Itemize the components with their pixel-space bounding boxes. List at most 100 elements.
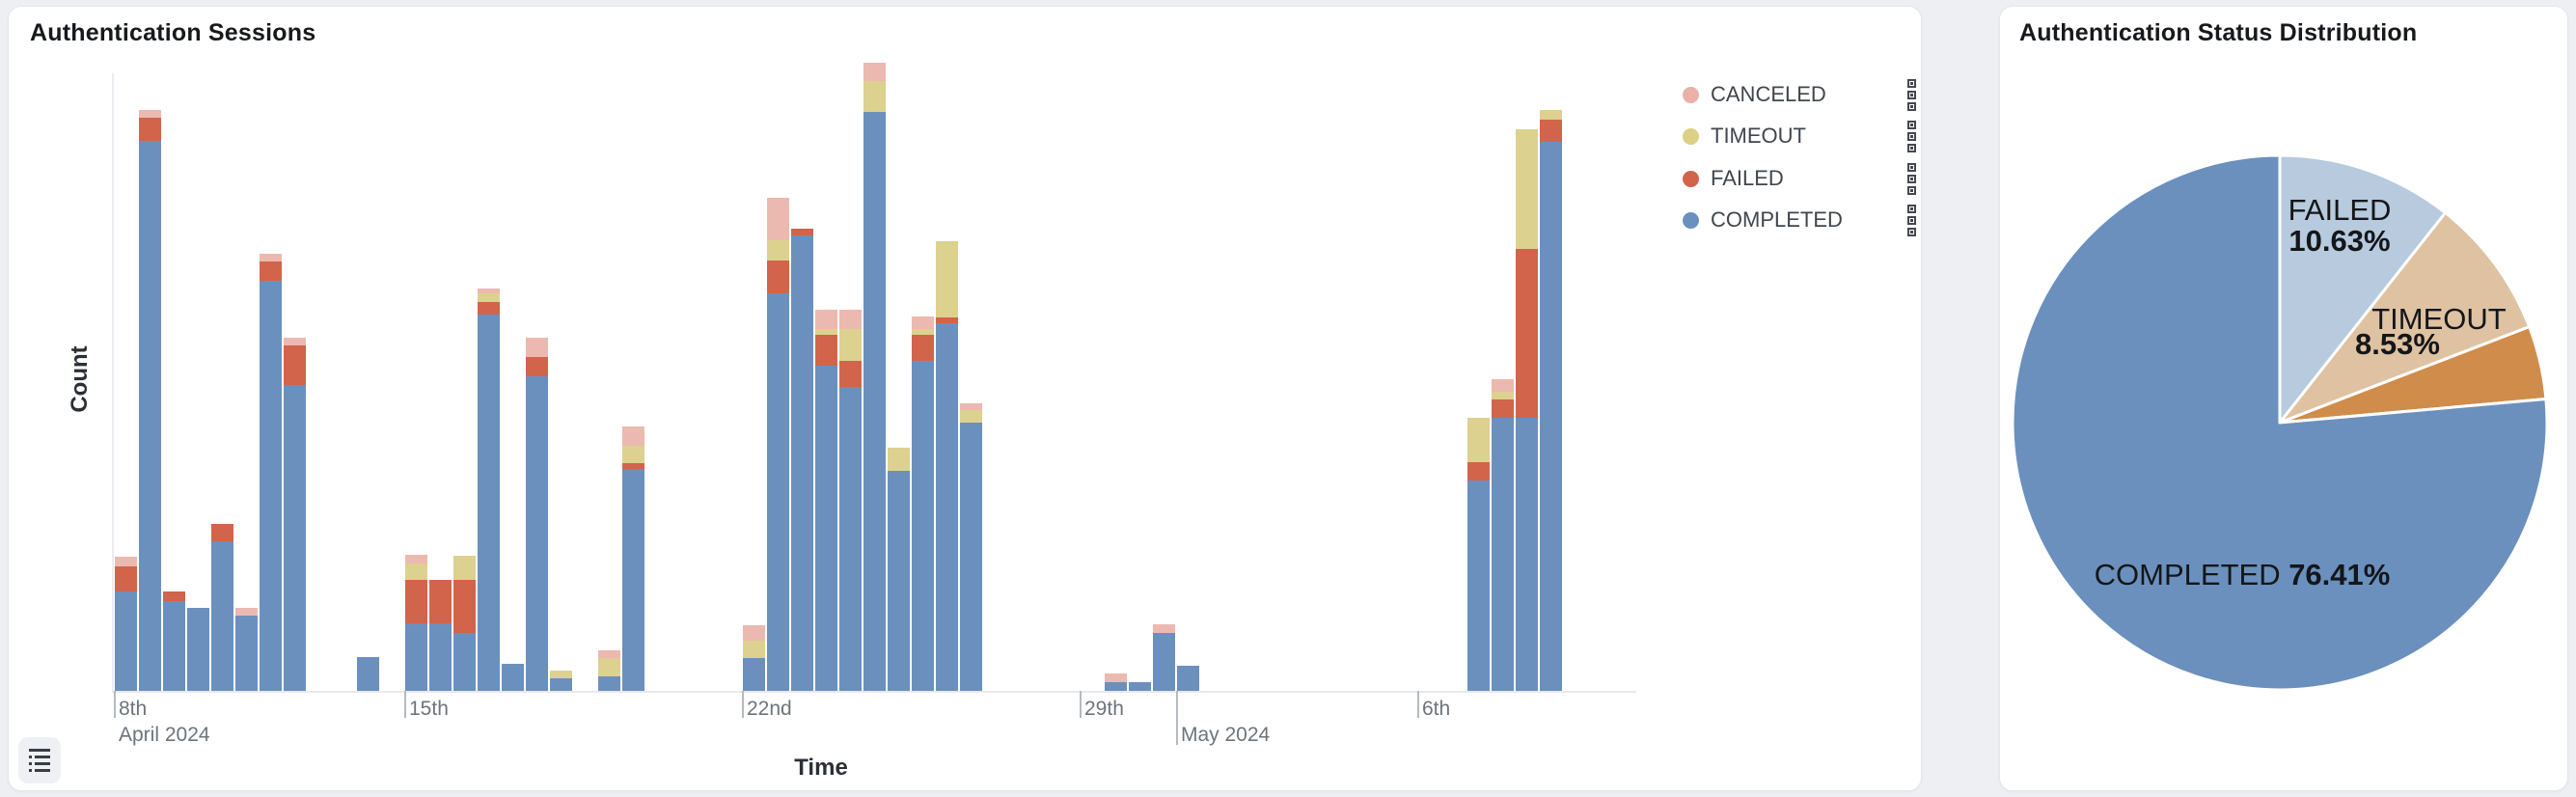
segment-completed — [1540, 142, 1562, 691]
segment-completed — [211, 541, 233, 691]
segment-completed — [863, 112, 886, 691]
segment-completed — [502, 664, 524, 691]
bar-apr-19-am[interactable] — [598, 650, 620, 691]
tick-mark — [1080, 691, 1082, 718]
bar-apr-29-pm[interactable] — [1105, 673, 1127, 691]
legend-item-canceled[interactable]: CANCELED — [1683, 78, 1916, 111]
pie-slice-completed[interactable] — [2011, 153, 2549, 692]
segment-completed — [139, 141, 161, 691]
tick-month-label: April 2024 — [119, 724, 210, 746]
segment-timeout — [912, 329, 934, 335]
segment-completed — [743, 658, 765, 691]
bar-apr-17-am[interactable] — [502, 664, 524, 691]
segment-failed — [478, 302, 500, 315]
segment-completed — [839, 387, 862, 691]
bar-may-8-am[interactable] — [1516, 129, 1538, 691]
bar-apr-24-am[interactable] — [839, 310, 862, 691]
bar-apr-26-am[interactable] — [936, 241, 958, 691]
bar-apr-17-pm[interactable] — [526, 338, 548, 691]
bar-apr-14-am[interactable] — [357, 657, 379, 691]
bar-may-7-am[interactable] — [1467, 418, 1490, 691]
bar-apr-22-pm[interactable] — [767, 198, 789, 691]
legend-label: COMPLETED — [1711, 207, 1843, 232]
bar-apr-18-am[interactable] — [550, 671, 572, 691]
tick-label: 15th — [409, 698, 449, 720]
segment-failed — [1540, 120, 1562, 142]
segment-completed — [767, 293, 789, 691]
bar-apr-22-am[interactable] — [743, 625, 765, 691]
bar-apr-10-am[interactable] — [163, 591, 185, 691]
legend-drag-handle-icon[interactable] — [1907, 162, 1916, 195]
bar-may-7-pm[interactable] — [1492, 379, 1514, 691]
sessions-chart-card: Authentication Sessions 8th April 2024 15t… — [8, 6, 1922, 791]
bar-apr-11-pm[interactable] — [235, 608, 258, 691]
bar-apr-19-pm[interactable] — [622, 426, 644, 691]
legend-item-completed[interactable]: COMPLETED — [1683, 204, 1916, 236]
bar-apr-9-pm[interactable] — [139, 110, 161, 691]
segment-failed — [815, 335, 837, 366]
legend-drag-handle-icon[interactable] — [1907, 204, 1916, 236]
pie-slice-failed[interactable] — [2278, 153, 2448, 425]
segment-timeout — [1492, 392, 1514, 399]
bar-apr-16-am[interactable] — [453, 556, 476, 691]
segment-failed — [429, 580, 452, 623]
bar-apr-30-pm[interactable] — [1153, 624, 1175, 691]
bar-apr-30-am[interactable] — [1129, 682, 1151, 691]
segment-failed — [1516, 249, 1538, 418]
segment-canceled — [115, 557, 137, 566]
legend-drag-handle-icon[interactable] — [1907, 120, 1916, 152]
bar-may-1-am[interactable] — [1177, 666, 1199, 691]
bar-apr-15-pm[interactable] — [429, 580, 452, 691]
pie-label-failed: FAILED — [2288, 193, 2392, 227]
segment-completed — [1129, 682, 1151, 691]
bar-apr-9-am[interactable] — [115, 557, 137, 691]
segment-completed — [1516, 418, 1538, 691]
segment-canceled — [839, 310, 862, 329]
segment-completed — [598, 676, 620, 691]
segment-completed — [405, 623, 427, 691]
legend-item-timeout[interactable]: TIMEOUT — [1683, 120, 1916, 152]
pie-slice-timeout[interactable] — [2278, 211, 2532, 425]
segment-canceled — [405, 555, 427, 563]
segment-failed — [1467, 462, 1490, 481]
segment-canceled — [863, 63, 886, 81]
segment-failed — [839, 361, 862, 387]
bar-apr-24-pm[interactable] — [863, 63, 886, 691]
legend-drag-handle-icon[interactable] — [1907, 78, 1916, 111]
segment-timeout — [550, 671, 572, 678]
list-icon — [29, 749, 50, 772]
bar-apr-15-am[interactable] — [405, 555, 427, 691]
segment-canceled — [1492, 379, 1514, 392]
tick-mark — [114, 691, 116, 718]
segment-completed — [1105, 682, 1127, 691]
bar-apr-12-pm[interactable] — [284, 338, 306, 691]
segment-failed — [139, 118, 161, 141]
toolbox-data-view-button[interactable] — [18, 737, 61, 783]
segment-failed — [767, 261, 789, 293]
bar-apr-12-am[interactable] — [260, 254, 282, 691]
pie-label-timeout: TIMEOUT — [2371, 302, 2507, 336]
segment-canceled — [139, 110, 161, 118]
bar-apr-11-am[interactable] — [211, 524, 233, 691]
tick-mark — [404, 691, 406, 718]
bar-apr-10-pm[interactable] — [187, 608, 209, 691]
segment-completed — [235, 616, 258, 691]
status-distribution-card: Authentication Status Distribution FAILE… — [1999, 6, 2568, 791]
segment-completed — [960, 423, 982, 691]
segment-failed — [405, 580, 427, 623]
legend-item-failed[interactable]: FAILED — [1683, 162, 1916, 195]
bar-apr-23-am[interactable] — [791, 229, 813, 691]
segment-failed — [211, 524, 233, 541]
bar-apr-25-pm[interactable] — [912, 316, 934, 691]
tick-mark — [1176, 691, 1178, 745]
segment-completed — [526, 376, 548, 691]
bar-apr-23-pm[interactable] — [815, 310, 837, 691]
bar-may-8-pm[interactable] — [1540, 110, 1562, 691]
bar-apr-25-am[interactable] — [888, 448, 910, 691]
bar-apr-16-pm[interactable] — [478, 289, 500, 691]
segment-completed — [550, 678, 572, 691]
bar-apr-26-pm[interactable] — [960, 403, 982, 691]
x-axis-title: Time — [794, 755, 848, 781]
segment-failed — [260, 261, 282, 281]
